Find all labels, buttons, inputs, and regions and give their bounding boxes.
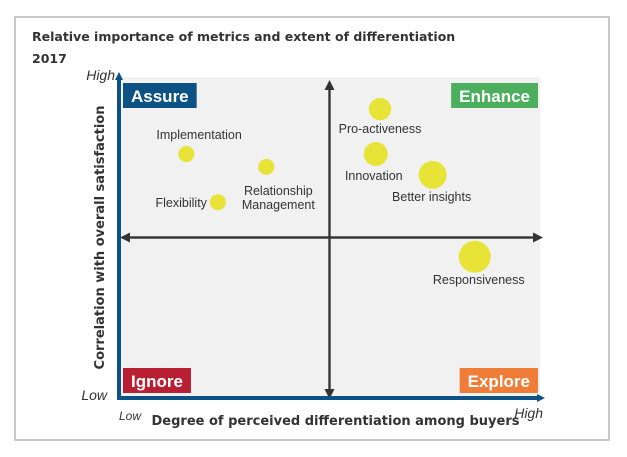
bubble-mark — [209, 194, 226, 211]
quadrant-label-text: Assure — [131, 87, 189, 106]
bubble-mark — [258, 158, 275, 175]
bubble-label: Implementation — [156, 128, 242, 142]
quadrant-label-text: Explore — [468, 372, 530, 391]
y-tick-low: Low — [81, 387, 108, 403]
bubble-responsiveness: Responsiveness — [433, 240, 525, 287]
chart-subtitle: 2017 — [32, 51, 67, 66]
bubble-label: Better insights — [392, 190, 471, 204]
quadrant-label-text: Enhance — [459, 87, 530, 106]
bubble-mark — [458, 240, 491, 273]
x-tick-low: Low — [119, 409, 142, 423]
quadrant-label-enhance: Enhance — [451, 83, 538, 108]
y-axis-title: Correlation with overall satisfaction — [93, 106, 108, 370]
x-tick-high: High — [514, 405, 543, 421]
quadrant-label-bg — [123, 83, 197, 108]
bubble-implementation: Implementation — [156, 128, 242, 163]
quadrant-label-assure: Assure — [123, 83, 197, 108]
y-tick-high: High — [86, 67, 115, 83]
bubble-mark — [418, 160, 447, 189]
quadrant-label-text: Ignore — [131, 372, 183, 391]
bubble-better-insights: Better insights — [392, 160, 471, 204]
x-axis-title: Degree of perceived differentiation amon… — [152, 414, 520, 429]
quadrant-label-bg — [459, 368, 538, 393]
bubble-label: Pro-activeness — [339, 122, 422, 136]
bubble-mark — [178, 146, 195, 163]
bubble-label: Responsiveness — [433, 273, 525, 287]
quadrant-label-bg — [123, 368, 191, 393]
chart-title: Relative importance of metrics and exten… — [32, 29, 456, 44]
quadrant-label-bg — [451, 83, 538, 108]
bubble-label: Flexibility — [156, 196, 208, 210]
quadrant-label-ignore: Ignore — [123, 368, 191, 393]
bubble-label: Innovation — [345, 169, 403, 183]
bubble-innovation: Innovation — [345, 142, 403, 183]
bubble-pro-activeness: Pro-activeness — [339, 97, 422, 136]
bubble-relationship-management: Relationship Management — [242, 158, 315, 212]
bubble-label: Relationship Management — [242, 184, 315, 212]
bubble-mark — [368, 97, 392, 121]
bubble-flexibility: Flexibility — [156, 194, 226, 211]
quadrant-label-explore: Explore — [459, 368, 538, 393]
bubble-mark — [363, 142, 388, 167]
